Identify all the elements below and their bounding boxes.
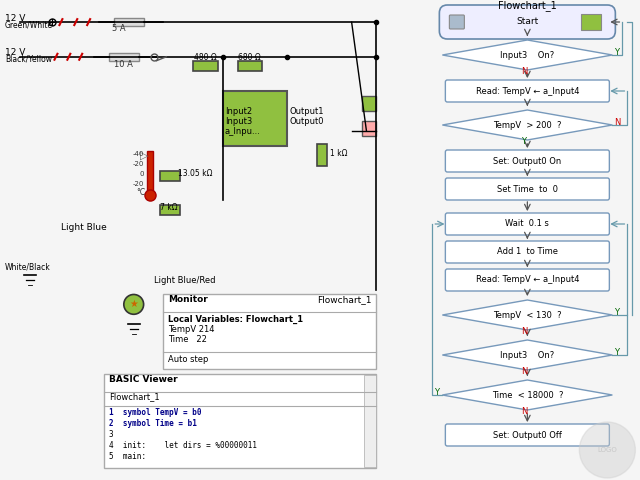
Text: 1  symbol TempV = b0: 1 symbol TempV = b0 <box>109 408 202 417</box>
Circle shape <box>124 294 143 314</box>
Text: 0: 0 <box>139 170 143 177</box>
Text: Set: Output0 Off: Set: Output0 Off <box>493 431 562 440</box>
Text: TempV  < 130  ?: TempV < 130 ? <box>493 311 562 320</box>
Polygon shape <box>442 340 612 370</box>
FancyBboxPatch shape <box>163 294 376 369</box>
Text: 4  init:    let dirs = %00000011: 4 init: let dirs = %00000011 <box>109 441 257 450</box>
Text: Input3: Input3 <box>225 117 252 126</box>
Text: TempV 214: TempV 214 <box>168 325 215 334</box>
FancyBboxPatch shape <box>223 91 287 146</box>
Text: 10 A: 10 A <box>115 60 133 69</box>
Circle shape <box>579 422 636 478</box>
Text: Set: Output0 On: Set: Output0 On <box>493 156 561 166</box>
Text: Start: Start <box>516 17 538 26</box>
FancyBboxPatch shape <box>147 151 152 195</box>
Polygon shape <box>442 110 612 140</box>
Text: -20: -20 <box>132 161 143 167</box>
Text: 480 Ω: 480 Ω <box>194 53 216 62</box>
Text: ▷: ▷ <box>140 151 148 161</box>
Text: TempV  > 200  ?: TempV > 200 ? <box>493 120 562 130</box>
Text: °C: °C <box>137 189 146 197</box>
Text: 5  main:: 5 main: <box>109 452 146 461</box>
Text: a_Inpu...: a_Inpu... <box>225 127 260 135</box>
Text: BASIC Viewer: BASIC Viewer <box>109 374 177 384</box>
FancyBboxPatch shape <box>445 213 609 235</box>
FancyBboxPatch shape <box>109 53 139 61</box>
Text: White/Black: White/Black <box>5 263 51 272</box>
Text: 680 Ω: 680 Ω <box>238 53 261 62</box>
Text: 5 A: 5 A <box>112 24 125 33</box>
FancyBboxPatch shape <box>445 80 609 102</box>
Text: N: N <box>522 367 528 376</box>
Text: Y: Y <box>614 348 620 357</box>
Text: Time   22: Time 22 <box>168 335 207 344</box>
Text: 7 kΩ: 7 kΩ <box>161 204 178 212</box>
Text: Light Blue/Red: Light Blue/Red <box>154 276 215 285</box>
Text: Flowchart_1: Flowchart_1 <box>498 0 557 11</box>
Text: Output0: Output0 <box>289 117 324 126</box>
Text: Y: Y <box>614 308 620 317</box>
Text: Set Time  to  0: Set Time to 0 <box>497 184 558 193</box>
Text: Green/White: Green/White <box>5 20 53 29</box>
FancyBboxPatch shape <box>365 375 376 467</box>
FancyBboxPatch shape <box>161 205 180 215</box>
Text: Read: TempV ← a_Input4: Read: TempV ← a_Input4 <box>476 276 579 285</box>
Text: 13.05 kΩ: 13.05 kΩ <box>179 168 212 178</box>
Text: Time  < 18000  ?: Time < 18000 ? <box>492 391 563 399</box>
Text: 12 V: 12 V <box>5 48 26 57</box>
Text: ★: ★ <box>129 300 138 310</box>
Text: 2  symbol Time = b1: 2 symbol Time = b1 <box>109 419 197 428</box>
Text: Local Variables: Flowchart_1: Local Variables: Flowchart_1 <box>168 315 303 324</box>
Text: Y: Y <box>614 48 620 57</box>
Text: Input3    On?: Input3 On? <box>500 350 554 360</box>
Text: Read: TempV ← a_Input4: Read: TempV ← a_Input4 <box>476 86 579 96</box>
Text: Auto step: Auto step <box>168 355 209 364</box>
Text: Wait  0.1 s: Wait 0.1 s <box>506 219 549 228</box>
Text: Input3    On?: Input3 On? <box>500 50 554 60</box>
Text: Output1: Output1 <box>289 107 324 116</box>
Text: Input2: Input2 <box>225 107 252 116</box>
FancyBboxPatch shape <box>104 374 376 468</box>
Text: N: N <box>614 118 621 127</box>
Text: -40: -40 <box>132 151 143 157</box>
Text: 12 V: 12 V <box>5 13 26 23</box>
FancyBboxPatch shape <box>445 178 609 200</box>
FancyBboxPatch shape <box>114 18 143 26</box>
Text: Add 1  to Time: Add 1 to Time <box>497 248 558 256</box>
FancyBboxPatch shape <box>445 424 609 446</box>
Text: Black/Yellow: Black/Yellow <box>5 55 52 64</box>
FancyBboxPatch shape <box>161 171 180 180</box>
Polygon shape <box>442 380 612 410</box>
Polygon shape <box>442 40 612 70</box>
Text: 3: 3 <box>109 430 113 439</box>
Text: Light Blue: Light Blue <box>61 223 107 232</box>
FancyBboxPatch shape <box>362 121 376 136</box>
Text: Flowchart_1: Flowchart_1 <box>317 295 371 304</box>
FancyBboxPatch shape <box>445 241 609 263</box>
Text: N: N <box>522 327 528 336</box>
Text: -20: -20 <box>132 180 143 187</box>
Text: LOGO: LOGO <box>598 447 617 453</box>
FancyBboxPatch shape <box>440 5 616 39</box>
Text: Flowchart_1: Flowchart_1 <box>109 393 159 401</box>
FancyBboxPatch shape <box>445 150 609 172</box>
Text: Y: Y <box>435 388 440 397</box>
FancyBboxPatch shape <box>445 269 609 291</box>
FancyBboxPatch shape <box>317 144 327 166</box>
Text: N: N <box>522 67 528 76</box>
FancyBboxPatch shape <box>193 61 218 71</box>
Text: Y: Y <box>522 137 526 146</box>
Polygon shape <box>442 300 612 330</box>
Text: N: N <box>522 407 528 416</box>
Text: Monitor: Monitor <box>168 295 208 304</box>
FancyBboxPatch shape <box>581 14 602 30</box>
FancyBboxPatch shape <box>362 96 376 111</box>
FancyBboxPatch shape <box>449 15 465 29</box>
FancyBboxPatch shape <box>237 61 262 71</box>
Text: 1 kΩ: 1 kΩ <box>330 149 348 158</box>
